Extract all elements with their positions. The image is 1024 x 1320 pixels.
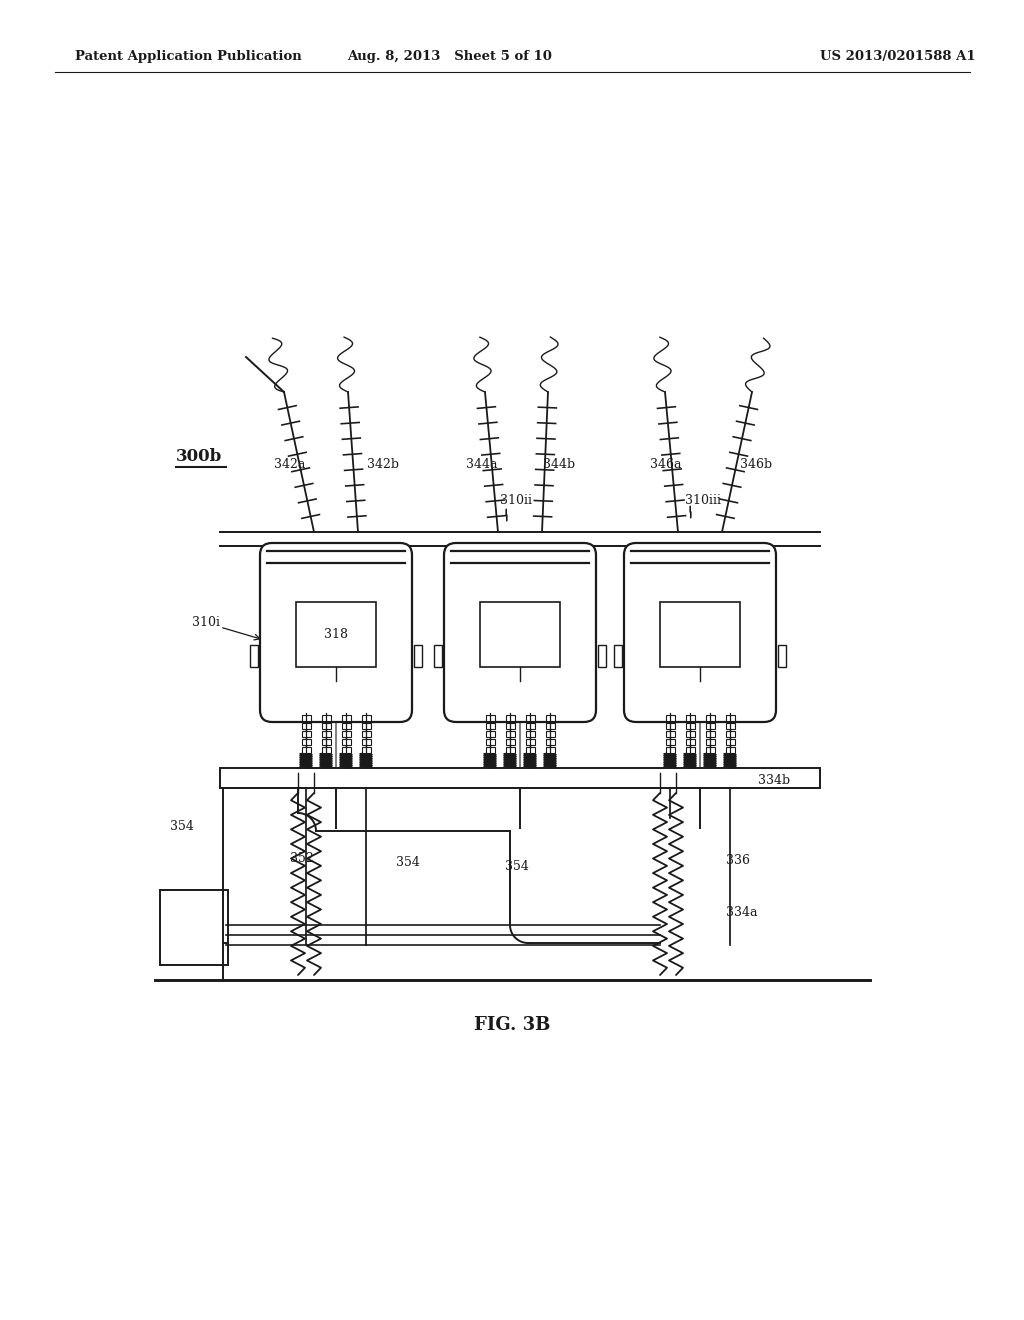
- Text: 346a: 346a: [650, 458, 682, 471]
- Bar: [546, 723, 555, 729]
- Bar: [525, 715, 535, 721]
- Bar: [296, 602, 376, 667]
- Text: 344b: 344b: [543, 458, 574, 471]
- Bar: [546, 715, 555, 721]
- Text: Patent Application Publication: Patent Application Publication: [75, 50, 302, 63]
- Bar: [341, 747, 350, 752]
- Text: 318: 318: [324, 627, 348, 640]
- Bar: [725, 731, 734, 737]
- Text: 334b: 334b: [758, 774, 791, 787]
- Bar: [546, 747, 555, 752]
- Text: 344a: 344a: [466, 458, 498, 471]
- Bar: [361, 731, 371, 737]
- Text: 342a: 342a: [274, 458, 306, 471]
- Bar: [322, 739, 331, 744]
- Bar: [414, 644, 422, 667]
- Bar: [506, 723, 514, 729]
- Bar: [341, 739, 350, 744]
- Bar: [525, 723, 535, 729]
- Bar: [598, 644, 606, 667]
- Bar: [666, 747, 675, 752]
- Text: 354: 354: [170, 820, 194, 833]
- Bar: [434, 644, 442, 667]
- Text: 354: 354: [396, 855, 420, 869]
- Bar: [480, 602, 560, 667]
- Bar: [361, 739, 371, 744]
- Bar: [485, 739, 495, 744]
- Bar: [685, 723, 694, 729]
- Text: 318: 318: [309, 639, 333, 651]
- Bar: [706, 747, 715, 752]
- Bar: [660, 602, 739, 667]
- Text: 310ii: 310ii: [500, 494, 532, 507]
- Bar: [506, 739, 514, 744]
- Bar: [706, 739, 715, 744]
- Bar: [546, 739, 555, 744]
- Bar: [706, 715, 715, 721]
- Bar: [778, 644, 786, 667]
- Bar: [301, 723, 310, 729]
- Bar: [666, 731, 675, 737]
- Bar: [341, 723, 350, 729]
- Text: Aug. 8, 2013   Sheet 5 of 10: Aug. 8, 2013 Sheet 5 of 10: [347, 50, 552, 63]
- FancyBboxPatch shape: [624, 543, 776, 722]
- Bar: [614, 644, 622, 667]
- Text: 300b: 300b: [176, 447, 222, 465]
- Bar: [485, 747, 495, 752]
- Bar: [322, 747, 331, 752]
- FancyBboxPatch shape: [260, 543, 412, 722]
- Bar: [220, 768, 820, 788]
- Bar: [666, 739, 675, 744]
- Bar: [301, 747, 310, 752]
- Text: FIG. 3B: FIG. 3B: [474, 1016, 550, 1034]
- Bar: [685, 739, 694, 744]
- Bar: [506, 747, 514, 752]
- Bar: [506, 731, 514, 737]
- Bar: [361, 715, 371, 721]
- Bar: [301, 715, 310, 721]
- Bar: [160, 890, 228, 965]
- Bar: [322, 731, 331, 737]
- Bar: [506, 715, 514, 721]
- Bar: [525, 739, 535, 744]
- Bar: [706, 723, 715, 729]
- Bar: [361, 747, 371, 752]
- Bar: [301, 739, 310, 744]
- Bar: [341, 731, 350, 737]
- Bar: [485, 723, 495, 729]
- Bar: [666, 715, 675, 721]
- Bar: [685, 747, 694, 752]
- Bar: [341, 715, 350, 721]
- Bar: [725, 723, 734, 729]
- Bar: [322, 715, 331, 721]
- Bar: [485, 731, 495, 737]
- Bar: [485, 715, 495, 721]
- Text: 336: 336: [726, 854, 750, 866]
- Bar: [706, 731, 715, 737]
- Text: 352: 352: [290, 851, 313, 865]
- Bar: [546, 731, 555, 737]
- Bar: [666, 723, 675, 729]
- Bar: [361, 723, 371, 729]
- Text: 342b: 342b: [367, 458, 398, 471]
- Text: 346b: 346b: [740, 458, 772, 471]
- FancyBboxPatch shape: [444, 543, 596, 722]
- Bar: [725, 747, 734, 752]
- Bar: [725, 715, 734, 721]
- Bar: [301, 731, 310, 737]
- Bar: [685, 731, 694, 737]
- Text: 354: 354: [505, 861, 528, 874]
- Bar: [685, 715, 694, 721]
- Text: 334a: 334a: [726, 907, 758, 920]
- Text: 310iii: 310iii: [685, 494, 721, 507]
- Text: 310i: 310i: [193, 616, 220, 630]
- Text: US 2013/0201588 A1: US 2013/0201588 A1: [820, 50, 976, 63]
- Bar: [525, 747, 535, 752]
- Bar: [525, 731, 535, 737]
- Bar: [250, 644, 258, 667]
- Bar: [322, 723, 331, 729]
- Bar: [725, 739, 734, 744]
